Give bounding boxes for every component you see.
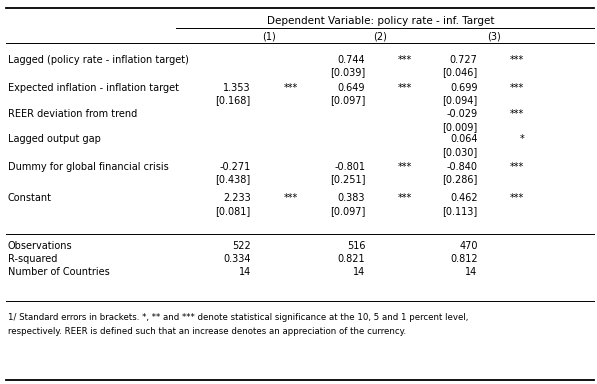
Text: [0.097]: [0.097] [330, 95, 365, 105]
Text: 0.744: 0.744 [338, 55, 365, 65]
Text: [0.168]: [0.168] [216, 95, 251, 105]
Text: ***: *** [398, 162, 412, 172]
Text: [0.009]: [0.009] [442, 122, 478, 132]
Text: *: * [519, 134, 524, 144]
Text: 0.462: 0.462 [450, 193, 478, 203]
Text: 0.334: 0.334 [223, 254, 251, 264]
Text: ***: *** [398, 193, 412, 203]
Text: 2.233: 2.233 [223, 193, 251, 203]
Text: Number of Countries: Number of Countries [8, 267, 109, 277]
Text: ***: *** [510, 193, 524, 203]
Text: 516: 516 [347, 241, 365, 251]
Text: 0.064: 0.064 [450, 134, 478, 144]
Text: Expected inflation - inflation target: Expected inflation - inflation target [8, 83, 179, 93]
Text: 0.383: 0.383 [338, 193, 365, 203]
Text: -0.029: -0.029 [447, 109, 478, 119]
Text: ***: *** [398, 83, 412, 93]
Text: 522: 522 [232, 241, 251, 251]
Text: 14: 14 [465, 267, 478, 277]
Text: Constant: Constant [8, 193, 52, 203]
Text: ***: *** [284, 193, 298, 203]
Text: Lagged output gap: Lagged output gap [8, 134, 101, 144]
Text: 0.821: 0.821 [338, 254, 365, 264]
Text: ***: *** [510, 109, 524, 119]
Text: 14: 14 [238, 267, 251, 277]
Text: 0.649: 0.649 [338, 83, 365, 93]
Text: Dummy for global financial crisis: Dummy for global financial crisis [8, 162, 168, 172]
Text: 1.353: 1.353 [223, 83, 251, 93]
Text: [0.046]: [0.046] [442, 67, 478, 77]
Text: -0.801: -0.801 [334, 162, 365, 172]
Text: (1): (1) [261, 31, 276, 41]
Text: 14: 14 [353, 267, 365, 277]
Text: 0.727: 0.727 [450, 55, 478, 65]
Text: Observations: Observations [8, 241, 72, 251]
Text: 1/ Standard errors in brackets. *, ** and *** denote statistical significance at: 1/ Standard errors in brackets. *, ** an… [8, 313, 468, 336]
Text: [0.039]: [0.039] [330, 67, 365, 77]
Text: ***: *** [284, 83, 298, 93]
Text: Dependent Variable: policy rate - inf. Target: Dependent Variable: policy rate - inf. T… [267, 16, 495, 26]
Text: 0.812: 0.812 [450, 254, 478, 264]
Text: [0.097]: [0.097] [330, 206, 365, 216]
Text: R-squared: R-squared [8, 254, 57, 264]
Text: [0.030]: [0.030] [442, 147, 478, 157]
Text: ***: *** [510, 55, 524, 65]
Text: Lagged (policy rate - inflation target): Lagged (policy rate - inflation target) [8, 55, 189, 65]
Text: -0.840: -0.840 [447, 162, 478, 172]
Text: [0.438]: [0.438] [216, 174, 251, 184]
Text: 470: 470 [459, 241, 478, 251]
Text: REER deviation from trend: REER deviation from trend [8, 109, 137, 119]
Text: -0.271: -0.271 [220, 162, 251, 172]
Text: [0.251]: [0.251] [330, 174, 365, 184]
Text: 0.699: 0.699 [450, 83, 478, 93]
Text: [0.094]: [0.094] [442, 95, 478, 105]
Text: (3): (3) [487, 31, 501, 41]
Text: ***: *** [398, 55, 412, 65]
Text: ***: *** [510, 83, 524, 93]
Text: (2): (2) [373, 31, 387, 41]
Text: [0.081]: [0.081] [216, 206, 251, 216]
Text: [0.286]: [0.286] [442, 174, 478, 184]
Text: ***: *** [510, 162, 524, 172]
Text: [0.113]: [0.113] [442, 206, 478, 216]
